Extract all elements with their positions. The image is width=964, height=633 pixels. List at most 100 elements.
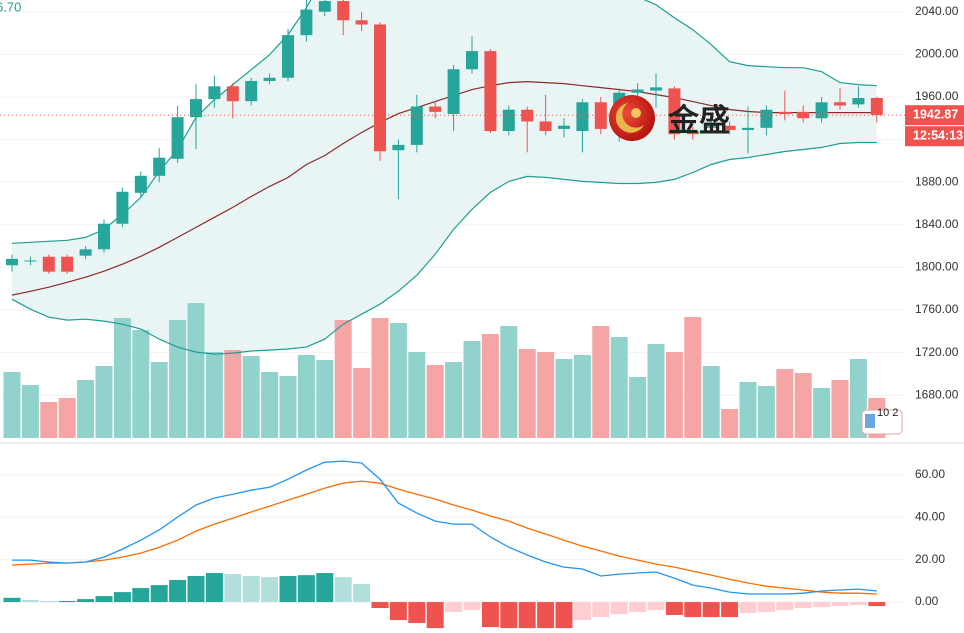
candle-body — [355, 20, 368, 25]
volume-bar — [187, 303, 205, 438]
macd-histogram-bar — [58, 601, 76, 603]
macd-histogram-bar — [573, 602, 591, 621]
volume-bar — [150, 362, 168, 438]
macd-histogram-bar — [261, 577, 279, 603]
candle-body — [429, 106, 442, 112]
volume-bar — [169, 320, 187, 438]
y-tick-label: 1760.00 — [915, 302, 959, 316]
y-tick-label: 2040.00 — [915, 4, 959, 18]
y-tick-label: 2000.00 — [915, 47, 959, 61]
volume-bar — [113, 318, 131, 438]
candle-body — [815, 102, 828, 119]
macd-histogram-bar — [702, 602, 720, 618]
macd-histogram-bar — [279, 575, 297, 603]
macd-histogram-bar — [3, 597, 21, 603]
candle-body — [852, 98, 865, 105]
macd-histogram-bar — [481, 602, 499, 628]
macd-histogram-bar — [849, 602, 867, 606]
volume-bar — [132, 330, 150, 438]
y-tick-label: 1720.00 — [915, 345, 959, 359]
y-tick-label: 1840.00 — [915, 217, 959, 231]
macd-histogram-bar — [77, 599, 95, 603]
price-axis: 1680.00 1720.00 1760.00 1800.00 1840.00 1880.… — [905, 4, 964, 608]
macd-histogram-bar — [40, 601, 58, 603]
candle-body — [245, 80, 258, 102]
candle-body — [797, 111, 810, 119]
volume-bar — [261, 372, 279, 438]
volume-bar — [592, 326, 610, 438]
macd-histogram-bar — [721, 602, 739, 618]
macd-histogram-bar — [408, 602, 426, 624]
last-price-label: 1942.87 — [913, 107, 958, 121]
macd-histogram-bar — [224, 574, 242, 603]
volume-bar — [794, 373, 812, 438]
candle-body — [263, 77, 276, 81]
candle-body — [337, 1, 350, 21]
macd-histogram-bar — [592, 602, 610, 618]
macd-histogram-bar — [353, 584, 371, 603]
macd-histogram-bar — [334, 577, 352, 603]
y-tick-label: 60.00 — [915, 467, 945, 481]
candle-body — [6, 258, 18, 266]
macd-dea-line — [11, 480, 877, 595]
candle-body — [778, 111, 791, 114]
volume-bar — [408, 352, 426, 438]
volume-bar — [316, 360, 334, 438]
volume-bar — [242, 356, 260, 438]
candle-body — [502, 109, 515, 132]
macd-histogram-bar — [610, 602, 628, 615]
macd-histogram-bar — [776, 602, 794, 611]
volume-bar — [665, 352, 683, 438]
y-tick-label: 40.00 — [915, 509, 945, 523]
volume-bar — [757, 386, 775, 438]
candle-body — [723, 125, 736, 130]
macd-histogram-bar — [500, 602, 518, 629]
candle-body — [834, 102, 846, 106]
candle-body — [410, 106, 423, 145]
candle-body — [226, 86, 239, 102]
candle-body — [318, 1, 331, 12]
macd-histogram-bar — [647, 602, 665, 611]
candle-body — [134, 175, 147, 193]
macd-histogram-bar — [629, 602, 647, 613]
volume-bar — [334, 320, 352, 438]
volume-bar — [426, 365, 444, 438]
candle-body — [870, 98, 883, 116]
candle-body — [153, 157, 166, 176]
macd-histogram-bar — [316, 573, 334, 603]
macd-histogram-bar — [389, 602, 407, 621]
candle-body — [760, 109, 773, 128]
y-tick-label: 1680.00 — [915, 387, 959, 401]
macd-histogram-bar — [371, 602, 389, 608]
candle-body — [190, 99, 202, 118]
macd-histogram-bar — [169, 580, 187, 603]
badge-flag — [865, 414, 875, 428]
logo-swirl — [615, 103, 644, 133]
candle-body — [208, 86, 221, 100]
watermark-text: 金盛 — [667, 103, 730, 138]
candle-body — [42, 256, 55, 272]
y-tick-label: 1960.00 — [915, 89, 959, 103]
macd-histogram-bar — [297, 575, 315, 603]
countdown-label: 12:54:13 — [913, 128, 963, 142]
macd-histogram-bar — [187, 575, 205, 603]
macd-histogram-bar — [205, 573, 223, 603]
candle-body — [650, 87, 662, 91]
volume-bar — [573, 355, 591, 438]
macd-histogram-bar — [831, 602, 849, 607]
volume-bar — [389, 323, 407, 438]
candle-body — [24, 260, 37, 262]
volume-bar — [537, 352, 555, 438]
volume-bar — [518, 349, 536, 438]
volume-bar — [371, 318, 389, 438]
candle-body — [484, 51, 497, 132]
last-price-tag — [905, 105, 964, 126]
y-tick-label: 1880.00 — [915, 174, 959, 188]
candle-body — [521, 109, 534, 122]
macd-histogram-bar — [113, 592, 131, 603]
price-panel — [0, 0, 905, 438]
candle-body — [392, 144, 405, 151]
volume-bar — [481, 334, 499, 438]
macd-histogram-bar — [868, 602, 886, 607]
